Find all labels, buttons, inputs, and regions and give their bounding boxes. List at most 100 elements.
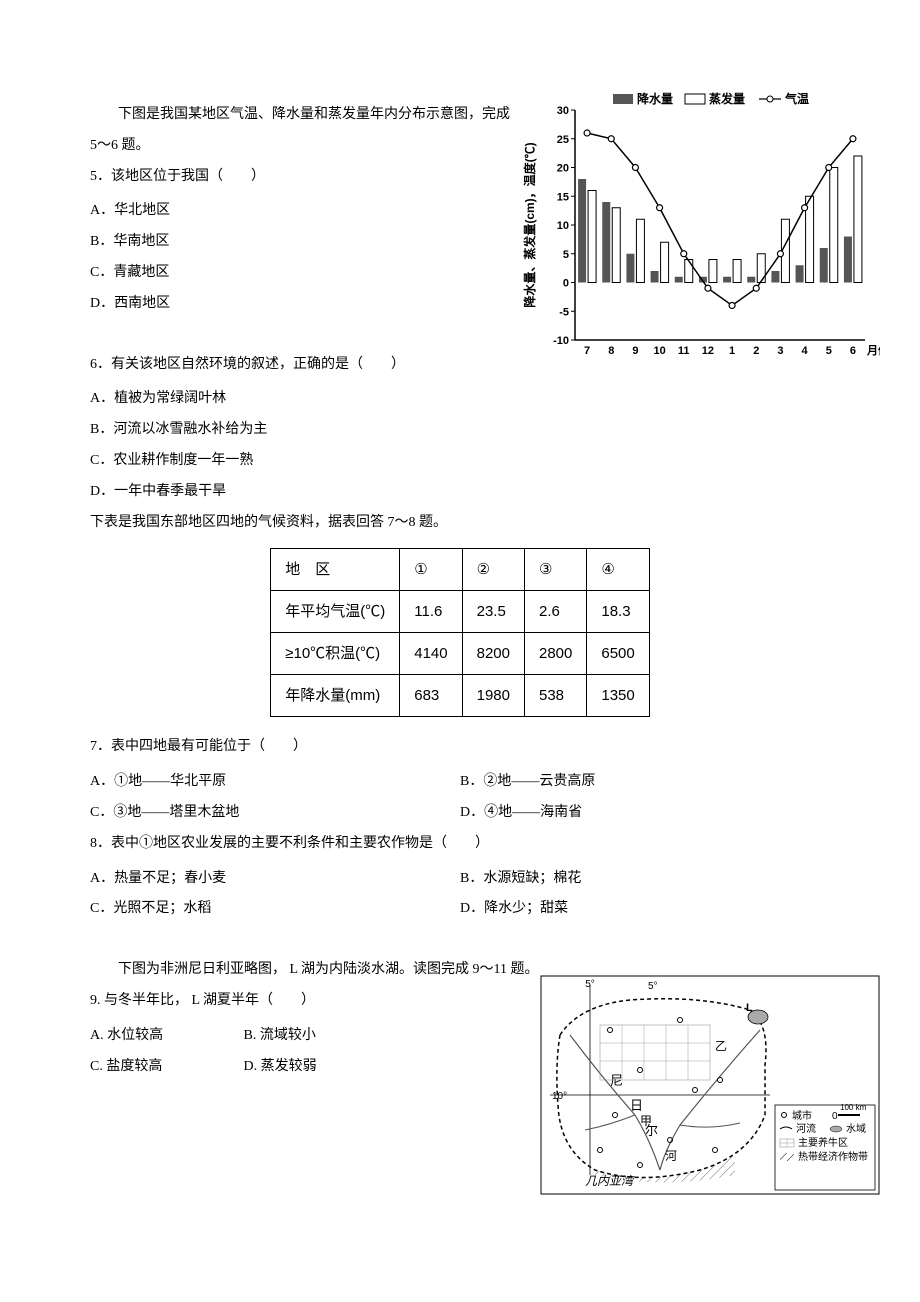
- q7-option-c: C．③地——塔里木盆地: [90, 798, 460, 829]
- svg-text:日: 日: [630, 1098, 643, 1113]
- svg-text:城市: 城市: [792, 1109, 812, 1122]
- svg-text:1: 1: [729, 345, 735, 357]
- svg-text:4: 4: [802, 345, 809, 357]
- table-cell: 年降水量(mm): [271, 675, 400, 717]
- svg-text:甲: 甲: [640, 1114, 652, 1128]
- table-cell: 6500: [587, 633, 649, 675]
- nigeria-map: 5°10°5°L尼日尔甲乙河几内亚湾城市0100 km河流水域主要养牛区热带经济…: [540, 975, 880, 1195]
- table-cell: 11.6: [400, 591, 462, 633]
- q8-option-b: B．水源短缺；棉花: [460, 864, 830, 895]
- svg-text:-10: -10: [553, 335, 569, 347]
- q5-option-c: C．青藏地区: [90, 258, 510, 289]
- q7-option-d: D．④地——海南省: [460, 798, 830, 829]
- q8-option-c: C．光照不足；水稻: [90, 894, 460, 925]
- table-header-4: ④: [587, 549, 649, 591]
- q5-option-d: D．西南地区: [90, 289, 510, 320]
- table-cell: 4140: [400, 633, 462, 675]
- svg-text:10: 10: [557, 220, 569, 232]
- table-cell: 538: [525, 675, 587, 717]
- svg-text:尼: 尼: [610, 1073, 623, 1088]
- table-cell: 1980: [462, 675, 524, 717]
- svg-text:热带经济作物带: 热带经济作物带: [798, 1150, 868, 1163]
- svg-text:30: 30: [557, 105, 569, 117]
- table-cell: 23.5: [462, 591, 524, 633]
- table-header-3: ③: [525, 549, 587, 591]
- svg-text:2: 2: [753, 345, 759, 357]
- q9-options: A. 水位较高 B. 流域较小 C. 盐度较高 D. 蒸发较弱: [90, 1021, 490, 1083]
- svg-text:20: 20: [557, 163, 569, 175]
- table-row: 年平均气温(℃) 11.6 23.5 2.6 18.3: [271, 591, 650, 633]
- svg-text:7: 7: [584, 345, 590, 357]
- q8-stem: 8．表中①地区农业发展的主要不利条件和主要农作物是（ ）: [90, 829, 830, 860]
- q9-option-c: C. 盐度较高: [90, 1052, 240, 1083]
- svg-text:河: 河: [665, 1149, 677, 1163]
- q9-stem: 9. 与冬半年比， L 湖夏半年（ ）: [90, 986, 490, 1017]
- svg-text:水域: 水域: [846, 1122, 866, 1135]
- table-cell: 2.6: [525, 591, 587, 633]
- svg-text:10: 10: [653, 345, 665, 357]
- svg-text:5: 5: [563, 249, 569, 261]
- svg-text:-5: -5: [559, 306, 569, 318]
- q6-option-c: C．农业耕作制度一年一熟: [90, 446, 830, 477]
- climate-table: 地 区 ① ② ③ ④ 年平均气温(℃) 11.6 23.5 2.6 18.3 …: [270, 548, 650, 717]
- svg-text:10°: 10°: [552, 1091, 567, 1102]
- intro1-text: 下图是我国某地区气温、降水量和蒸发量年内分布示意图，完成 5～6 题。: [90, 100, 510, 162]
- intro-section-1: 下图是我国某地区气温、降水量和蒸发量年内分布示意图，完成 5～6 题。 5．该地…: [90, 100, 830, 320]
- svg-text:月份: 月份: [866, 343, 880, 357]
- svg-text:15: 15: [557, 191, 569, 203]
- svg-text:6: 6: [850, 345, 856, 357]
- svg-text:5°: 5°: [648, 981, 658, 992]
- q6-options: A．植被为常绿阔叶林 B．河流以冰雪融水补给为主 C．农业耕作制度一年一熟 D．…: [90, 384, 830, 507]
- svg-text:主要养牛区: 主要养牛区: [798, 1136, 848, 1149]
- q5-options: A．华北地区 B．华南地区 C．青藏地区 D．西南地区: [90, 196, 510, 319]
- table-cell: 18.3: [587, 591, 649, 633]
- q7-stem: 7．表中四地最有可能位于（ ）: [90, 732, 830, 763]
- table-cell: 683: [400, 675, 462, 717]
- map-section: 下图为非洲尼日利亚略图， L 湖为内陆淡水湖。读图完成 9～11 题。 9. 与…: [90, 955, 830, 1082]
- q6-option-b: B．河流以冰雪融水补给为主: [90, 415, 830, 446]
- table-header-row: 地 区 ① ② ③ ④: [271, 549, 650, 591]
- q5-option-b: B．华南地区: [90, 227, 510, 258]
- table-header-2: ②: [462, 549, 524, 591]
- q7-option-a: A．①地——华北平原: [90, 767, 460, 798]
- svg-text:5°: 5°: [585, 979, 595, 990]
- table-cell: 年平均气温(℃): [271, 591, 400, 633]
- q8-option-d: D．降水少；甜菜: [460, 894, 830, 925]
- svg-text:0: 0: [563, 278, 569, 290]
- q7-option-b: B．②地——云贵高原: [460, 767, 830, 798]
- svg-text:河流: 河流: [796, 1122, 816, 1135]
- table-row: 年降水量(mm) 683 1980 538 1350: [271, 675, 650, 717]
- q9-option-b: B. 流域较小: [244, 1021, 316, 1052]
- q6-option-a: A．植被为常绿阔叶林: [90, 384, 830, 415]
- q8-options: A．热量不足；春小麦 B．水源短缺；棉花 C．光照不足；水稻 D．降水少；甜菜: [90, 864, 830, 926]
- q6-block: 6．有关该地区自然环境的叙述，正确的是（ ） A．植被为常绿阔叶林 B．河流以冰…: [90, 350, 830, 508]
- table-cell: 2800: [525, 633, 587, 675]
- svg-text:降水量、蒸发量(cm)，温度(℃): 降水量、蒸发量(cm)，温度(℃): [522, 142, 537, 307]
- intro2-text: 下表是我国东部地区四地的气候资料，据表回答 7～8 题。: [90, 508, 830, 539]
- svg-text:12: 12: [702, 345, 714, 357]
- svg-text:25: 25: [557, 134, 569, 146]
- svg-text:11: 11: [678, 345, 690, 357]
- q5-option-a: A．华北地区: [90, 196, 510, 227]
- q6-option-d: D．一年中春季最干旱: [90, 477, 830, 508]
- table-header-1: ①: [400, 549, 462, 591]
- svg-text:乙: 乙: [715, 1039, 727, 1053]
- q8-option-a: A．热量不足；春小麦: [90, 864, 460, 895]
- q5-stem: 5．该地区位于我国（ ）: [90, 162, 510, 193]
- svg-text:3: 3: [777, 345, 783, 357]
- svg-text:降水量: 降水量: [637, 91, 673, 106]
- svg-text:蒸发量: 蒸发量: [709, 91, 745, 106]
- svg-text:气温: 气温: [784, 91, 809, 106]
- svg-text:0: 0: [832, 1111, 838, 1122]
- svg-text:5: 5: [826, 345, 832, 357]
- q9-option-a: A. 水位较高: [90, 1021, 240, 1052]
- table-header-0: 地 区: [271, 549, 400, 591]
- table-cell: ≥10℃积温(℃): [271, 633, 400, 675]
- table-cell: 1350: [587, 675, 649, 717]
- q7-options: A．①地——华北平原 B．②地——云贵高原 C．③地——塔里木盆地 D．④地——…: [90, 767, 830, 829]
- svg-text:9: 9: [632, 345, 638, 357]
- svg-text:100 km: 100 km: [840, 1103, 867, 1112]
- climate-chart: 降水量蒸发量气温-10-5051015202530降水量、蒸发量(cm)，温度(…: [520, 90, 880, 370]
- q9-option-d: D. 蒸发较弱: [244, 1052, 317, 1083]
- svg-text:8: 8: [608, 345, 614, 357]
